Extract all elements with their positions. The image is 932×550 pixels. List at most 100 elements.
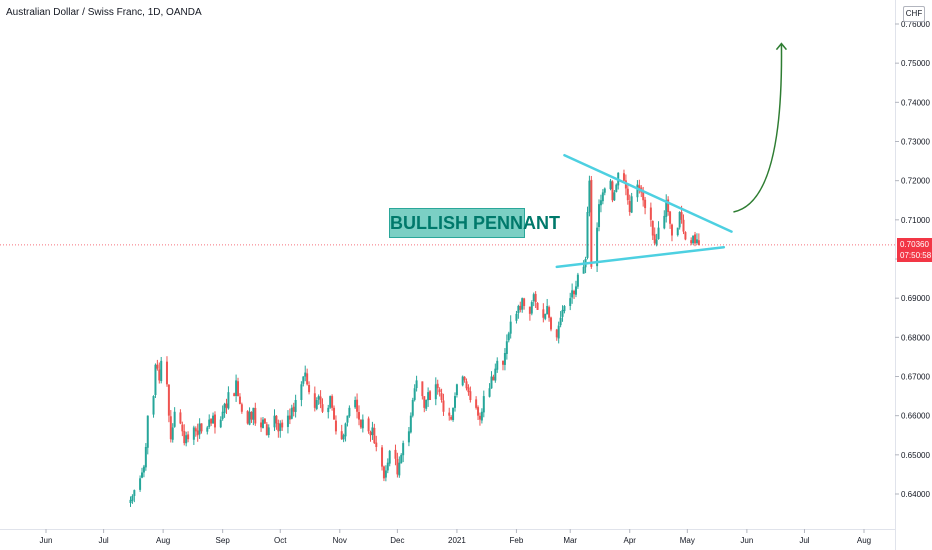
y-tick-label: 0.68000: [901, 333, 930, 342]
candle-body: [396, 458, 399, 475]
candle-body: [555, 329, 558, 338]
candle-body: [477, 407, 480, 416]
candle-body: [521, 298, 524, 310]
candle-body: [263, 418, 266, 424]
candle-body: [304, 372, 307, 377]
candle-body: [586, 211, 589, 258]
x-tick-label: Oct: [274, 536, 287, 545]
candle-body: [505, 341, 508, 354]
candle-body: [669, 211, 672, 224]
candle-body: [306, 373, 309, 385]
candle-body: [502, 360, 505, 365]
candle-body: [227, 392, 230, 409]
candle-body: [494, 368, 497, 381]
candle-body: [290, 407, 293, 419]
candle-body: [496, 360, 499, 370]
candle-body: [598, 204, 601, 228]
candle-body: [574, 286, 577, 295]
candle-body: [438, 389, 441, 393]
x-tick-label: Aug: [156, 536, 170, 545]
candle-body: [248, 411, 251, 425]
candle-body: [386, 462, 389, 471]
candle-body: [317, 396, 320, 400]
candle-body: [288, 415, 291, 420]
candle-body: [171, 427, 174, 440]
y-tick-label: 0.69000: [901, 294, 930, 303]
candle-body: [523, 298, 526, 306]
candle-body: [334, 420, 337, 432]
symbol-title[interactable]: Australian Dollar / Swiss Franc, 1D, OAN…: [6, 7, 202, 18]
candle-body: [626, 188, 629, 201]
candle-body: [461, 376, 464, 386]
y-tick-label: 0.66000: [901, 412, 930, 421]
arrow-head[interactable]: [775, 42, 788, 51]
candle-body: [133, 490, 136, 496]
candle-body: [603, 188, 606, 193]
y-tick-label: 0.75000: [901, 59, 930, 68]
candle-body: [398, 462, 401, 476]
candle-body: [548, 307, 551, 318]
candle-body: [315, 399, 318, 409]
candle-body: [267, 427, 270, 436]
candle-body: [655, 239, 658, 245]
candle-body: [697, 240, 700, 245]
last-price-value: 0.70360: [900, 240, 929, 249]
candle-body: [413, 388, 416, 400]
candle-body: [185, 435, 188, 444]
x-tick-label: May: [680, 536, 695, 545]
y-tick-label: 0.71000: [901, 216, 930, 225]
candle-body: [319, 396, 322, 404]
time-axis[interactable]: Jun Jul Aug Sep Oct Nov Dec 2021 Feb Mar Apr May Jun…: [40, 529, 872, 545]
candle-body: [279, 423, 282, 431]
candle-body: [569, 298, 572, 306]
candle-body: [530, 302, 533, 314]
x-tick-label: Aug: [857, 536, 871, 545]
candle-body: [601, 192, 604, 202]
candle-body: [690, 240, 693, 244]
arrow-shaft[interactable]: [733, 43, 783, 213]
candle-body: [250, 411, 253, 420]
y-tick-label: 0.65000: [901, 451, 930, 460]
candle-body: [144, 446, 147, 468]
candle-body: [294, 399, 297, 413]
pennant-lower-line[interactable]: [555, 245, 726, 269]
candle-body: [369, 431, 372, 436]
x-tick-label: 2021: [448, 536, 466, 545]
candle-body: [544, 313, 547, 319]
candle-body: [680, 212, 683, 220]
candle-body: [425, 399, 428, 409]
candle-body: [302, 376, 305, 384]
currency-badge[interactable]: CHF: [903, 6, 925, 22]
candle-body: [509, 321, 512, 334]
candle-body: [139, 478, 142, 490]
pennant-lines[interactable]: [555, 153, 733, 269]
candle-body: [219, 419, 222, 428]
candle-body: [169, 416, 172, 440]
candle-body: [463, 376, 466, 381]
candle-body: [213, 414, 216, 428]
breakout-arrow[interactable]: [733, 42, 788, 213]
candle-body: [361, 419, 364, 429]
candle-body: [692, 235, 695, 244]
candle-body: [167, 384, 170, 416]
candle-body: [427, 392, 430, 401]
candle-body: [371, 427, 374, 435]
pennant-upper-line[interactable]: [563, 153, 733, 233]
candle-body: [628, 201, 631, 212]
candle-body: [454, 396, 456, 408]
candle-body: [394, 449, 397, 459]
candle-body: [275, 415, 278, 424]
candle-body: [154, 364, 157, 396]
candle-body: [442, 400, 445, 412]
candle-body: [407, 431, 410, 443]
bullish-pennant-label[interactable]: BULLISH PENNANT: [389, 208, 560, 238]
candle-body: [160, 360, 163, 382]
candle-body: [194, 428, 197, 432]
candle-body: [246, 411, 249, 424]
candle-body: [467, 387, 470, 393]
candle-body: [131, 495, 134, 501]
candle-body: [187, 434, 190, 440]
candle-body: [208, 419, 211, 427]
